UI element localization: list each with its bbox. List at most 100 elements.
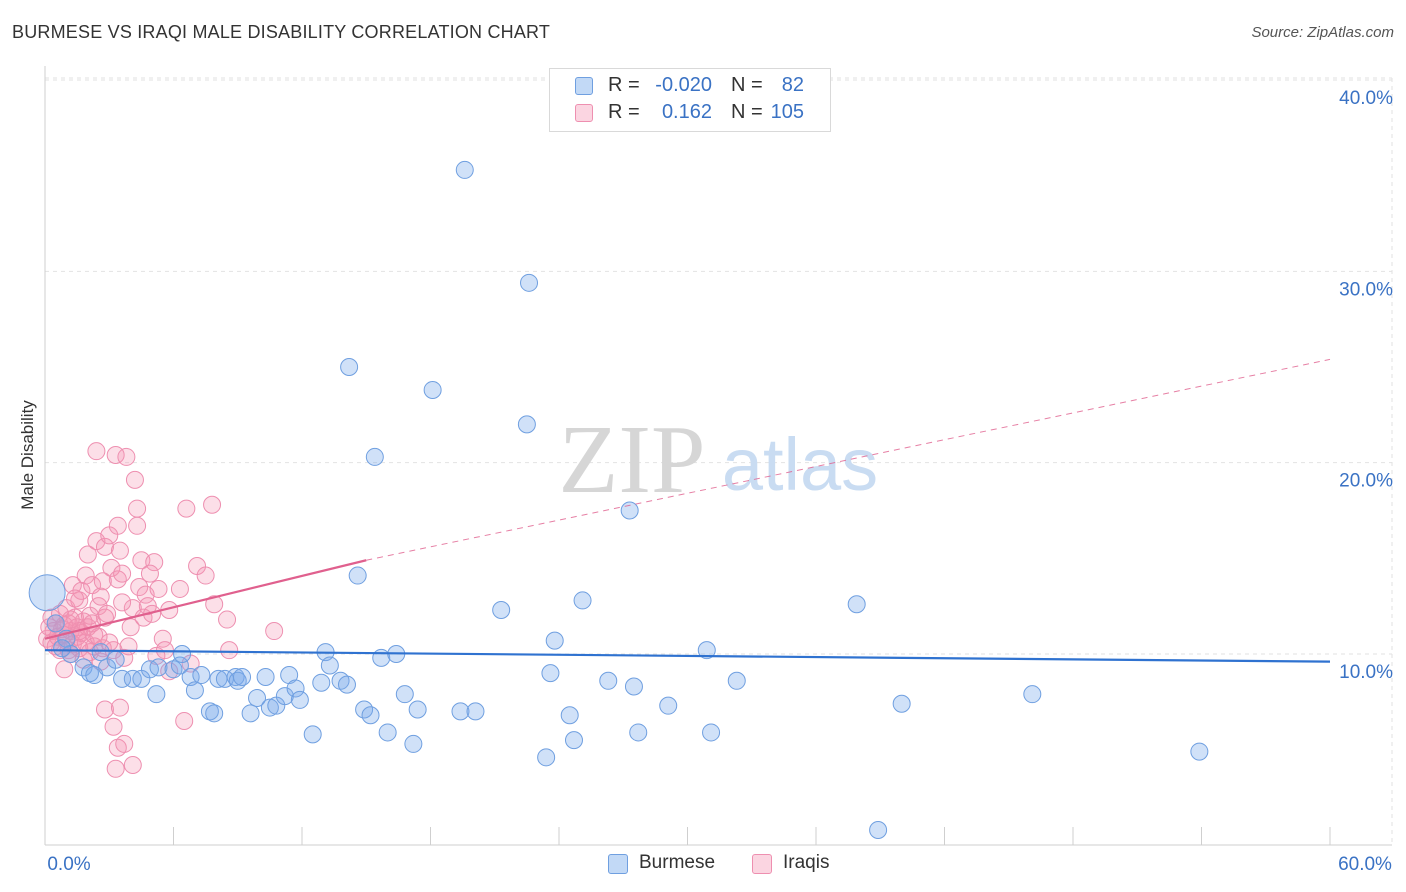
iraqi-point bbox=[153, 629, 172, 648]
iraqi-point bbox=[110, 698, 129, 717]
burmese-point bbox=[520, 273, 539, 292]
burmese-point bbox=[466, 702, 485, 721]
burmese-point bbox=[455, 160, 474, 179]
burmese-point bbox=[517, 415, 536, 434]
n-label: N = bbox=[731, 74, 763, 96]
burmese-point bbox=[46, 614, 65, 633]
burmese-point bbox=[337, 675, 356, 694]
burmese-point bbox=[106, 650, 125, 669]
n-label: N = bbox=[731, 101, 763, 123]
burmese-point bbox=[847, 595, 866, 614]
burmese-point bbox=[173, 645, 192, 663]
y-tick-label: 30.0% bbox=[1339, 279, 1393, 300]
iraqi-point bbox=[87, 442, 106, 461]
iraqi-point bbox=[110, 541, 129, 560]
burmese-swatch bbox=[608, 854, 628, 874]
burmese-point bbox=[248, 689, 267, 708]
iraqi-point bbox=[205, 595, 224, 614]
burmese-point bbox=[365, 447, 384, 466]
y-tick-label: 10.0% bbox=[1339, 662, 1393, 683]
burmese-point bbox=[170, 656, 189, 675]
iraqi-point bbox=[98, 604, 117, 623]
burmese-point bbox=[408, 700, 427, 719]
iraqi-point bbox=[203, 495, 222, 514]
burmese-point bbox=[192, 666, 211, 685]
burmese-point bbox=[395, 685, 414, 704]
burmese-point bbox=[361, 706, 380, 725]
n-value: 82 bbox=[781, 74, 804, 96]
burmese-point bbox=[869, 821, 888, 840]
iraqi-point bbox=[65, 589, 84, 608]
burmese-point bbox=[286, 679, 305, 698]
y-tick-label: 20.0% bbox=[1339, 471, 1393, 492]
burmese-point bbox=[624, 677, 643, 696]
iraqi-series bbox=[38, 442, 284, 778]
iraqi-point bbox=[265, 622, 284, 641]
burmese-point bbox=[256, 667, 275, 686]
iraqi-point bbox=[113, 593, 132, 612]
burmese-point bbox=[537, 748, 556, 767]
r-value: 0.162 bbox=[661, 101, 712, 123]
burmese-point bbox=[53, 639, 72, 658]
y-tick-label: 40.0% bbox=[1339, 88, 1393, 109]
iraqi-point bbox=[113, 564, 132, 583]
series-legend: Burmese Iraqis bbox=[0, 851, 1406, 879]
burmese-point bbox=[1023, 685, 1042, 704]
burmese-point bbox=[290, 690, 309, 709]
legend-row-iraqi: R = 0.162 N = 105 bbox=[550, 100, 830, 126]
iraqi-point bbox=[128, 516, 147, 535]
iraqi-swatch bbox=[752, 854, 772, 874]
burmese-point bbox=[205, 704, 224, 723]
r-label: R = bbox=[608, 101, 640, 123]
iraqi-point bbox=[63, 576, 82, 595]
iraqi-point bbox=[108, 516, 127, 535]
watermark-zip: ZIP bbox=[559, 406, 706, 514]
burmese-point bbox=[659, 696, 678, 715]
burmese-point bbox=[303, 725, 322, 744]
iraqi-point bbox=[125, 470, 144, 489]
burmese-point bbox=[541, 664, 560, 683]
iraqi-point bbox=[91, 587, 110, 606]
burmese-point bbox=[340, 358, 359, 376]
n-value: 105 bbox=[770, 101, 804, 123]
legend-row-burmese: R = -0.020 N = 82 bbox=[550, 73, 830, 99]
iraqi-trend-line bbox=[44, 559, 367, 640]
burmese-point bbox=[91, 643, 110, 662]
burmese-point bbox=[113, 669, 132, 688]
burmese-point bbox=[697, 641, 716, 660]
burmese-point bbox=[492, 600, 511, 619]
burmese-point bbox=[241, 704, 260, 723]
r-value: -0.020 bbox=[655, 74, 712, 96]
x-tick-label: 0.0% bbox=[47, 854, 90, 875]
iraqi-point bbox=[106, 759, 125, 778]
iraqi-point bbox=[140, 564, 159, 583]
iraqi-point bbox=[61, 610, 80, 629]
burmese-point bbox=[1190, 742, 1209, 761]
iraqi-point bbox=[220, 641, 239, 660]
iraqi-point bbox=[55, 660, 74, 679]
burmese-point bbox=[573, 591, 592, 610]
burmese-point bbox=[378, 723, 397, 742]
r-label: R = bbox=[608, 74, 640, 96]
burmese-point bbox=[312, 673, 331, 692]
iraqi-point bbox=[218, 610, 237, 629]
burmese-point bbox=[147, 685, 166, 704]
iraqi-point bbox=[175, 711, 194, 730]
burmese-point bbox=[702, 723, 721, 742]
iraqi-point bbox=[145, 553, 164, 572]
iraqi-point bbox=[102, 558, 121, 577]
burmese-point bbox=[423, 380, 442, 399]
tick-labels: 10.0% 20.0% 30.0% 40.0% 0.0% 60.0% bbox=[47, 88, 1393, 875]
burmese-point bbox=[451, 702, 470, 721]
legend-label-burmese: Burmese bbox=[639, 852, 716, 873]
burmese-point bbox=[348, 566, 367, 585]
burmese-point bbox=[275, 687, 294, 706]
iraqi-point bbox=[104, 717, 123, 736]
burmese-point bbox=[599, 671, 618, 690]
iraqi-point bbox=[93, 572, 112, 591]
burmese-point bbox=[892, 694, 911, 713]
burmese-point bbox=[545, 631, 564, 650]
burmese-swatch bbox=[575, 77, 593, 95]
axes bbox=[44, 66, 1392, 846]
